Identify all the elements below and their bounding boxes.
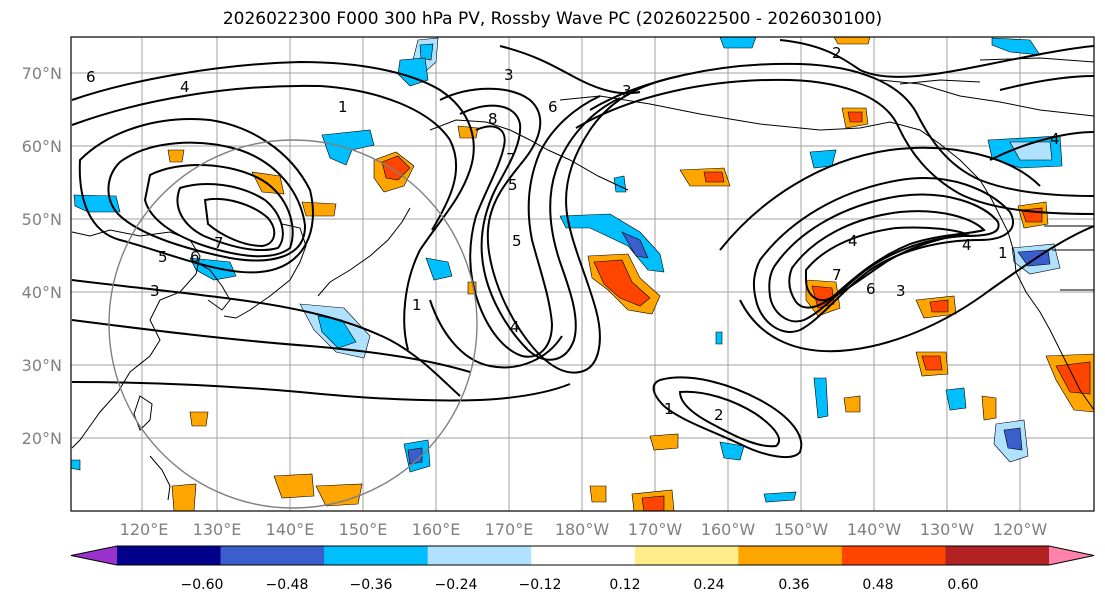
- contour-label: 8: [488, 110, 498, 128]
- colorbar-outline: [70, 545, 1095, 566]
- lat-label: 20°N: [22, 429, 62, 448]
- lon-label: 130°W: [920, 520, 975, 539]
- lon-label: 170°W: [628, 520, 683, 539]
- colorbar-tick-label: −0.24: [435, 577, 478, 593]
- colorbar-tick-label: −0.48: [266, 577, 309, 593]
- colorbar-extend-low: [71, 546, 117, 565]
- colorbar-segment: [634, 546, 739, 565]
- reference-circle: [108, 139, 478, 509]
- lon-label: 160°W: [701, 520, 756, 539]
- contour-label: 4: [848, 232, 858, 250]
- map-border: [70, 36, 1095, 512]
- contour-label: 4: [180, 78, 190, 96]
- pv-contours: [71, 39, 1094, 459]
- lon-label: 150°W: [774, 520, 829, 539]
- lat-label: 70°N: [22, 64, 62, 83]
- colorbar-tick-label: −0.60: [181, 577, 224, 593]
- gridlines: [71, 37, 1094, 511]
- lon-label: 120°W: [993, 520, 1048, 539]
- colorbar-segment: [324, 546, 429, 565]
- latitude-labels: 70°N 60°N 50°N 40°N 30°N 20°N: [22, 64, 62, 448]
- colorbar-segment: [220, 546, 325, 565]
- lon-label: 170°E: [485, 520, 534, 539]
- contour-label: 3: [504, 66, 514, 84]
- lat-label: 50°N: [22, 210, 62, 229]
- lat-label: 40°N: [22, 283, 62, 302]
- contour-label: 2: [832, 44, 842, 62]
- colorbar-segment: [945, 546, 1050, 565]
- contour-label: 5: [512, 232, 522, 250]
- colorbar-tick-label: 0.24: [693, 577, 724, 593]
- contour-label: 1: [998, 244, 1008, 262]
- colorbar-tick-label: −0.12: [519, 577, 562, 593]
- contour-label: 6: [190, 248, 200, 266]
- lon-label: 150°E: [339, 520, 388, 539]
- contour-label: 2: [714, 406, 724, 424]
- colorbar-segment: [117, 546, 222, 565]
- colorbar-tick-label: 0.60: [947, 577, 978, 593]
- contour-label: 1: [664, 400, 674, 418]
- coastlines: [71, 57, 1094, 501]
- lon-label: 180°W: [555, 520, 610, 539]
- lon-label: 130°E: [193, 520, 242, 539]
- contour-label: 7: [506, 150, 516, 168]
- pv-shading: [71, 37, 1094, 511]
- colorbar-segment: [531, 546, 636, 565]
- lon-label: 120°E: [120, 520, 169, 539]
- colorbar-segment: [738, 546, 843, 565]
- contour-label: 4: [962, 236, 972, 254]
- contour-label: 3: [896, 282, 906, 300]
- colorbar-tick-label: 0.36: [778, 577, 809, 593]
- contour-label: 4: [510, 318, 520, 336]
- lon-label: 140°E: [266, 520, 315, 539]
- contour-label: 5: [158, 248, 168, 266]
- colorbar-segment: [841, 546, 946, 565]
- map-title: 2026022300 F000 300 hPa PV, Rossby Wave …: [222, 9, 883, 29]
- colorbar-tick-label: 0.12: [609, 577, 640, 593]
- contour-label: 1: [412, 296, 422, 314]
- contour-label: 6: [86, 68, 96, 86]
- lon-label: 160°E: [412, 520, 461, 539]
- contour-label: 5: [508, 176, 518, 194]
- colorbar-tick-label: −0.36: [350, 577, 393, 593]
- colorbar-extend-high: [1049, 546, 1094, 565]
- contour-labels: 4 1 6 5 6 7 3 8 7 5 1 4 3 6 4 7 5 6 3 4 …: [86, 44, 1060, 424]
- contour-label: 6: [866, 280, 876, 298]
- colorbar-ticks: −0.60 −0.48 −0.36 −0.24 −0.12 0.12 0.24 …: [181, 577, 979, 593]
- colorbar-tick-label: 0.48: [862, 577, 893, 593]
- contour-label: 3: [150, 282, 160, 300]
- contour-label: 7: [214, 234, 224, 252]
- contour-label: 1: [338, 98, 348, 116]
- colorbar-segment: [427, 546, 532, 565]
- lat-label: 60°N: [22, 137, 62, 156]
- contour-label: 3: [622, 82, 632, 100]
- contour-label: 4: [1050, 130, 1060, 148]
- longitude-labels: 120°E 130°E 140°E 150°E 160°E 170°E 180°…: [120, 520, 1048, 539]
- contour-label: 6: [548, 98, 558, 116]
- lon-label: 140°W: [847, 520, 902, 539]
- contour-label: 7: [832, 266, 842, 284]
- lat-label: 30°N: [22, 356, 62, 375]
- colorbar: [70, 545, 1095, 566]
